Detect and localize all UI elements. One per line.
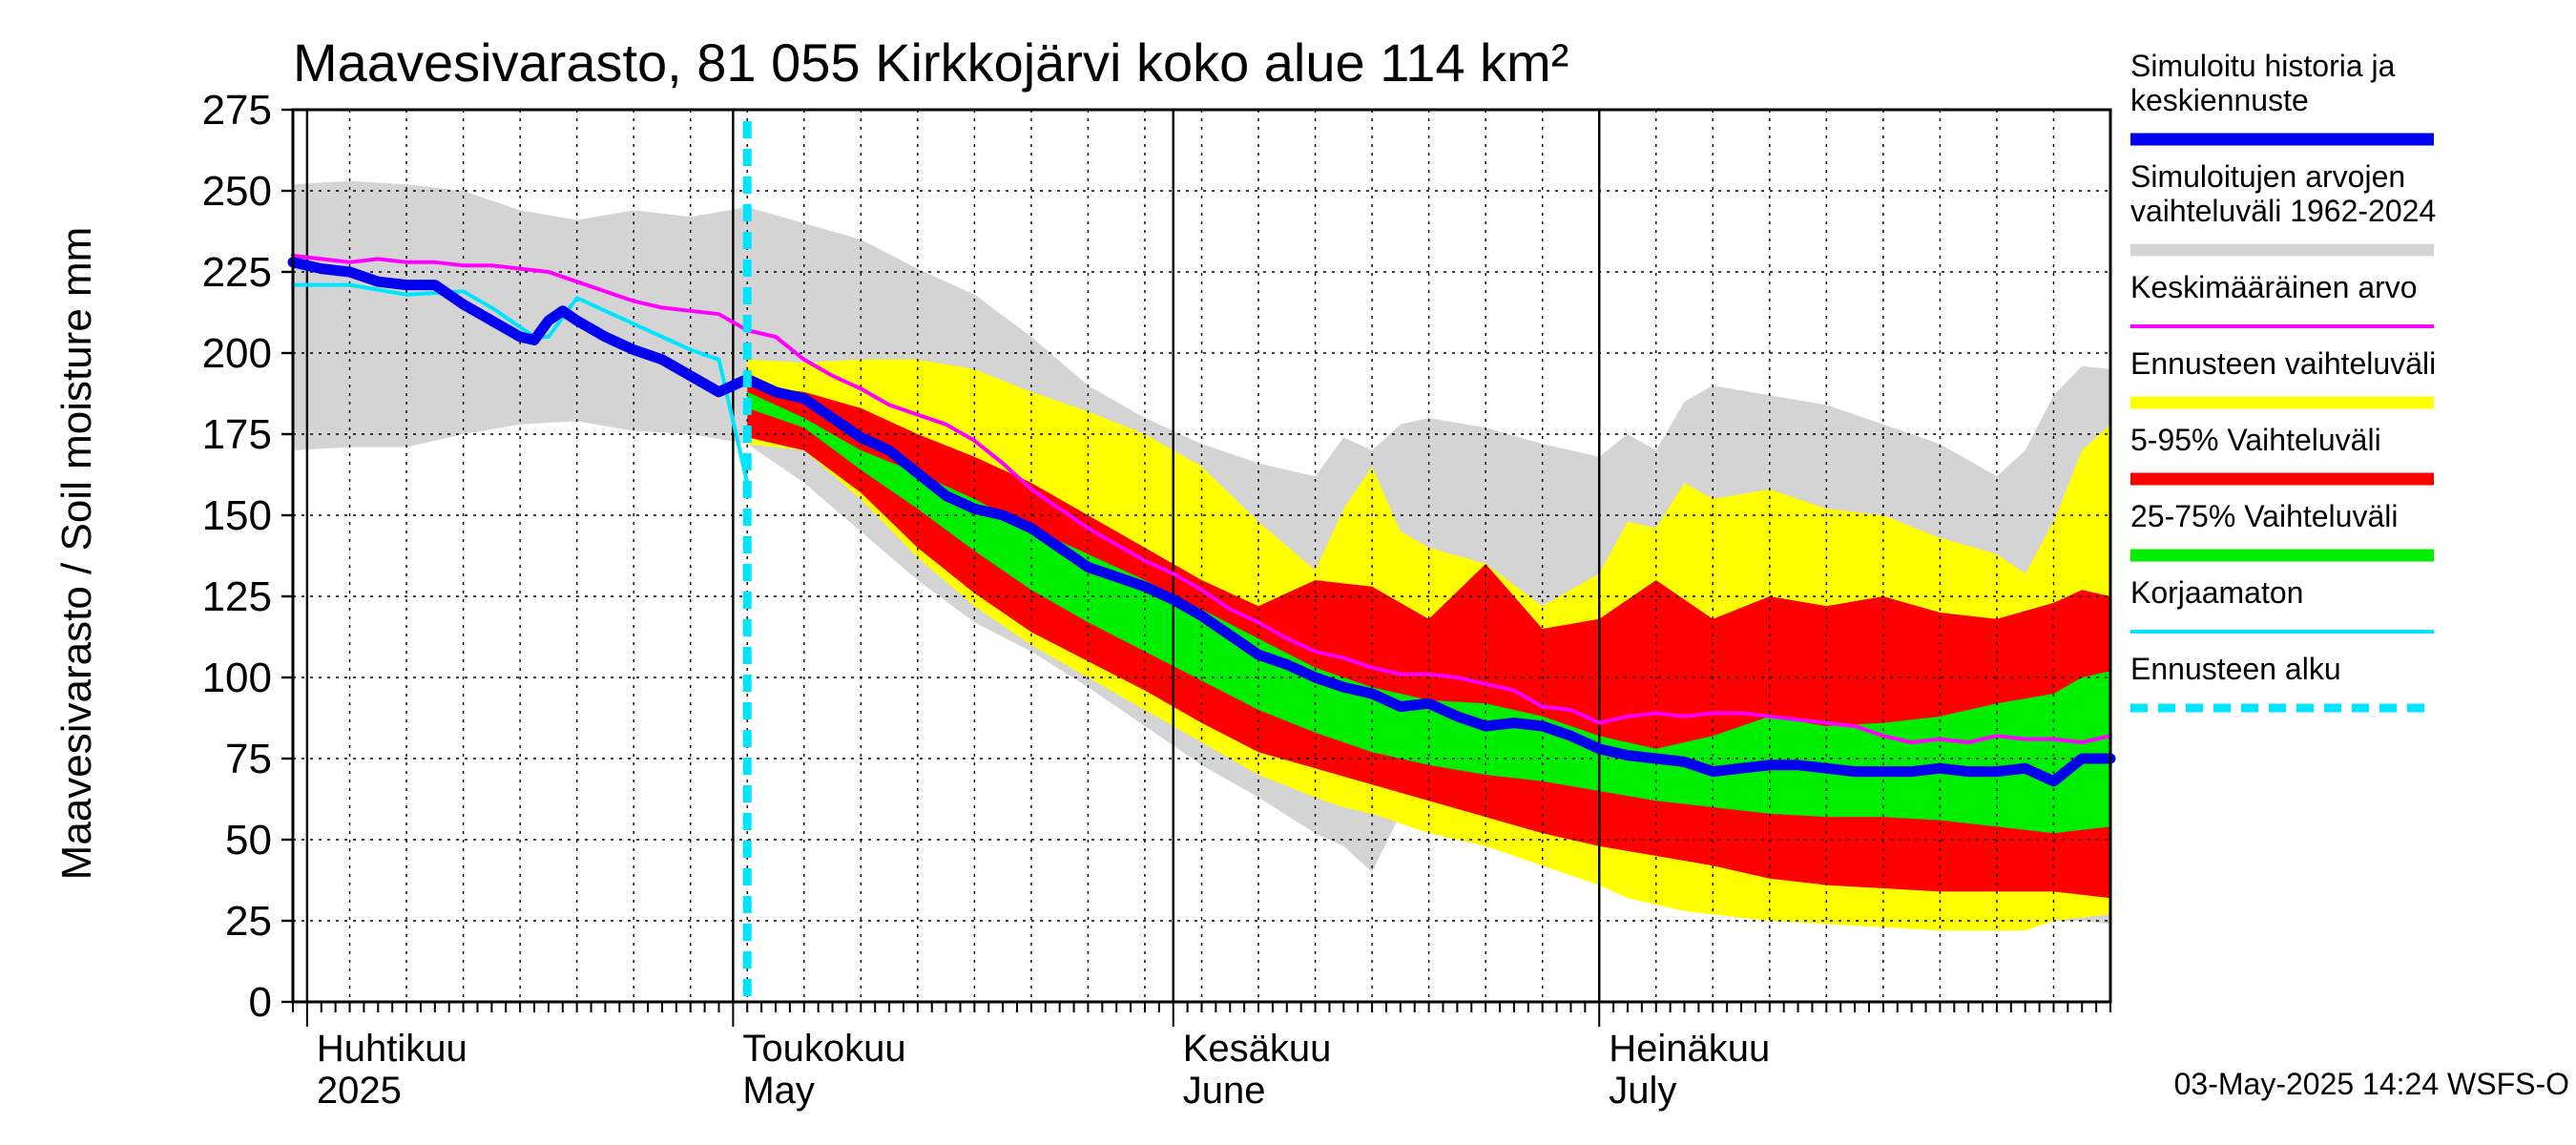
y-tick-label: 75 bbox=[225, 736, 272, 782]
legend-label: vaihteluväli 1962-2024 bbox=[2130, 194, 2436, 228]
month-label-fi: Toukokuu bbox=[742, 1028, 905, 1070]
y-tick-label: 0 bbox=[249, 979, 272, 1026]
y-tick-label: 225 bbox=[202, 249, 272, 296]
band-layer bbox=[293, 180, 2110, 931]
month-label-fi: Huhtikuu bbox=[317, 1028, 467, 1070]
legend-label: Keskimääräinen arvo bbox=[2130, 270, 2418, 304]
y-axis-label: Maavesivarasto / Soil moisture mm bbox=[53, 227, 100, 881]
month-label-en: July bbox=[1609, 1070, 1676, 1112]
legend-label: Korjaamaton bbox=[2130, 575, 2303, 610]
chart-title: Maavesivarasto, 81 055 Kirkkojärvi koko … bbox=[293, 32, 1568, 93]
y-tick-label: 175 bbox=[202, 411, 272, 458]
legend-label: 25-75% Vaihteluväli bbox=[2130, 499, 2398, 533]
series-uncorrected bbox=[291, 282, 750, 485]
legend-label: Ennusteen alku bbox=[2130, 652, 2341, 686]
band-p25_75 bbox=[747, 391, 2110, 834]
legend-label: Simuloitujen arvojen bbox=[2130, 159, 2405, 194]
month-label-fi: Heinäkuu bbox=[1609, 1028, 1770, 1070]
y-tick-label: 25 bbox=[225, 898, 272, 945]
series-simulated bbox=[287, 257, 2116, 787]
month-label-en: May bbox=[742, 1070, 815, 1112]
month-label-en: 2025 bbox=[317, 1070, 402, 1112]
legend-label: Simuloitu historia ja bbox=[2130, 49, 2396, 83]
y-tick-label: 100 bbox=[202, 655, 272, 701]
legend-label: Ennusteen vaihteluväli bbox=[2130, 346, 2436, 381]
y-tick-label: 250 bbox=[202, 168, 272, 215]
y-tick-label: 125 bbox=[202, 573, 272, 620]
series-mean bbox=[291, 254, 2112, 744]
axes-layer: 0 25 50 75 100 125 150 175 200 225 250 275 Huhtikuu2… bbox=[202, 87, 2112, 1112]
y-tick-label: 275 bbox=[202, 87, 272, 134]
legend-label: 5-95% Vaihteluväli bbox=[2130, 423, 2381, 457]
timestamp: 03-May-2025 14:24 WSFS-O bbox=[2174, 1067, 2569, 1101]
y-tick-label: 50 bbox=[225, 817, 272, 864]
y-tick-label: 200 bbox=[202, 330, 272, 377]
y-tick-label: 150 bbox=[202, 492, 272, 539]
legend-label: keskiennuste bbox=[2130, 83, 2309, 117]
month-label-en: June bbox=[1183, 1070, 1266, 1112]
line-layer bbox=[287, 121, 2116, 1002]
month-label-fi: Kesäkuu bbox=[1183, 1028, 1332, 1070]
